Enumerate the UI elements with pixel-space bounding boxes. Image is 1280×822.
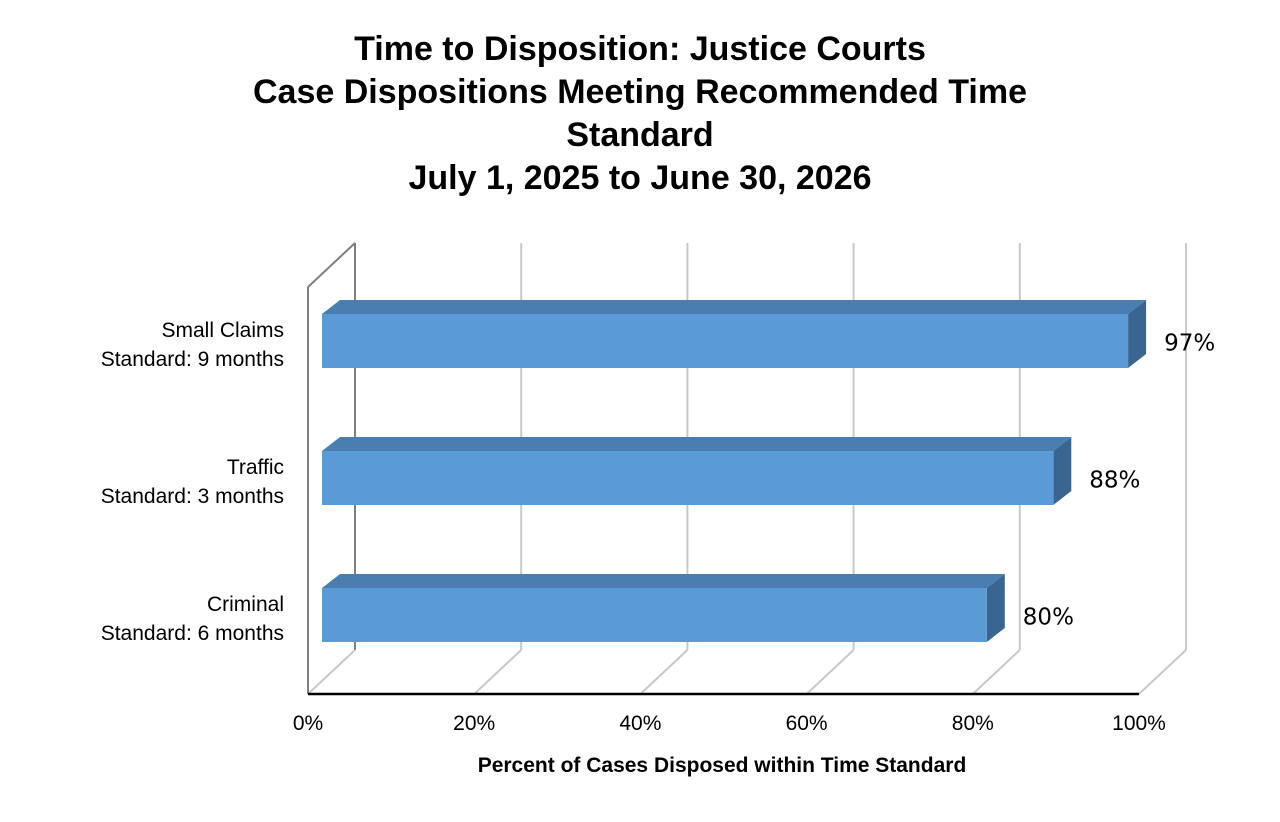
bar-1: [322, 437, 1072, 505]
bar-top-face: [322, 437, 1072, 451]
labels: 0% 20% 40% 60% 80% 100% 97% Small Claims Standar…: [101, 319, 1215, 735]
floor-gridline-2: [639, 649, 689, 695]
floor-gridline-5: [1138, 649, 1187, 695]
bars: [322, 300, 1147, 642]
chart-title: Time to Disposition: Justice Courts Case…: [0, 28, 1280, 200]
category-label-line: Small Claims: [161, 319, 284, 342]
floor-gridline-3: [805, 649, 855, 695]
floor-gridline-0: [307, 649, 356, 695]
floor-gridline-1: [473, 649, 522, 695]
x-tick-label-5: 100%: [1112, 712, 1166, 735]
x-tick-label-1: 20%: [453, 712, 495, 735]
category-label-1: Traffic Standard: 3 months: [101, 456, 284, 508]
category-label-line: Criminal: [207, 593, 284, 616]
bar-front-face: [322, 451, 1054, 505]
title-line-4: July 1, 2025 to June 30, 2026: [408, 159, 872, 197]
x-tick-label-3: 60%: [786, 712, 828, 735]
title-line-3: Standard: [566, 116, 714, 154]
category-label-line: Standard: 6 months: [101, 622, 284, 645]
category-label-0: Small Claims Standard: 9 months: [101, 319, 284, 371]
floor-gridline-4: [972, 649, 1021, 695]
x-tick-label-4: 80%: [952, 712, 994, 735]
axes: [307, 242, 1139, 696]
data-label-1: 88%: [1089, 468, 1140, 494]
bar-0: [322, 300, 1147, 368]
left-wall-top-edge: [307, 242, 356, 288]
bar-top-face: [322, 574, 1005, 588]
category-label-2: Criminal Standard: 6 months: [101, 593, 284, 645]
bar-2: [322, 574, 1005, 642]
category-label-line: Traffic: [227, 456, 284, 479]
bar-side-face: [986, 574, 1005, 642]
x-tick-label-0: 0%: [293, 712, 323, 735]
bar-front-face: [322, 588, 987, 642]
bar-front-face: [322, 314, 1129, 368]
bar-top-face: [322, 300, 1147, 314]
title-line-2: Case Dispositions Meeting Recommended Ti…: [253, 73, 1027, 111]
title-line-1: Time to Disposition: Justice Courts: [354, 30, 926, 68]
bar-side-face: [1128, 300, 1147, 368]
category-label-line: Standard: 9 months: [101, 348, 284, 371]
bar-side-face: [1053, 437, 1072, 505]
category-label-line: Standard: 3 months: [101, 485, 284, 508]
x-axis-title: Percent of Cases Disposed within Time St…: [478, 754, 967, 777]
x-tick-label-2: 40%: [619, 712, 661, 735]
data-label-2: 80%: [1023, 605, 1074, 631]
data-label-0: 97%: [1164, 331, 1215, 357]
